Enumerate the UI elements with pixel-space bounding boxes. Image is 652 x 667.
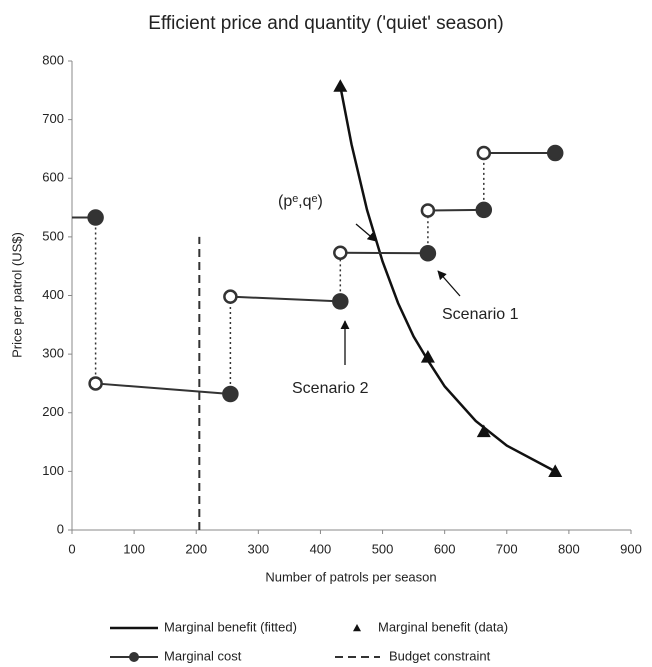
cost-open-point [88, 376, 103, 391]
legend-swatch [129, 652, 139, 662]
y-tick-label: 700 [42, 111, 64, 126]
cost-open-point [476, 145, 492, 161]
annotation: (pᵉ,qᵉ) [278, 193, 323, 210]
legend-label: Marginal benefit (fitted) [164, 619, 297, 634]
cost-point [332, 293, 349, 310]
y-tick-label: 600 [42, 170, 64, 185]
y-tick-label: 0 [57, 521, 64, 536]
legend-swatch [353, 624, 361, 632]
fitted-line [339, 85, 556, 473]
x-tick-label: 800 [558, 541, 580, 556]
y-tick-label: 800 [42, 52, 64, 67]
cost-open-point [223, 289, 238, 304]
legend-label: Marginal benefit (data) [378, 619, 508, 634]
arrow [355, 223, 377, 242]
x-tick-label: 900 [620, 541, 642, 556]
x-tick-label: 0 [68, 541, 75, 556]
data-point [420, 350, 435, 363]
cost-point [419, 245, 437, 262]
x-tick-label: 400 [310, 541, 332, 556]
cost-point [222, 385, 239, 403]
x-axis-label: Number of patrols per season [265, 569, 436, 584]
y-axis-label: Price per patrol (US$) [9, 232, 24, 358]
x-tick-label: 600 [434, 541, 456, 556]
cost-segment [95, 382, 231, 395]
cost-open-point [333, 245, 348, 260]
legend-label: Budget constraint [389, 648, 491, 663]
cost-segment [427, 208, 484, 212]
x-tick-label: 500 [372, 541, 394, 556]
arrow [437, 270, 461, 297]
x-tick-label: 700 [496, 541, 518, 556]
cost-point [546, 144, 564, 162]
y-tick-label: 300 [42, 346, 64, 361]
y-tick-label: 100 [42, 463, 64, 478]
annotation: Scenario 2 [292, 380, 369, 397]
y-tick-label: 500 [42, 228, 64, 243]
y-tick-label: 200 [42, 404, 64, 419]
y-tick-label: 400 [42, 287, 64, 302]
x-tick-label: 200 [185, 541, 207, 556]
cost-point [87, 209, 104, 226]
x-tick-label: 300 [247, 541, 269, 556]
cost-segment [340, 251, 428, 255]
data-point [333, 79, 348, 92]
annotation: Scenario 1 [442, 306, 519, 323]
legend-label: Marginal cost [164, 648, 242, 663]
cost-point [475, 201, 493, 219]
x-tick-label: 100 [123, 541, 145, 556]
chart-title: Efficient price and quantity ('quiet' se… [148, 13, 503, 34]
data-point [548, 464, 563, 477]
data-point [476, 424, 491, 438]
cost-segment [230, 295, 341, 303]
cost-open-point [420, 203, 436, 218]
